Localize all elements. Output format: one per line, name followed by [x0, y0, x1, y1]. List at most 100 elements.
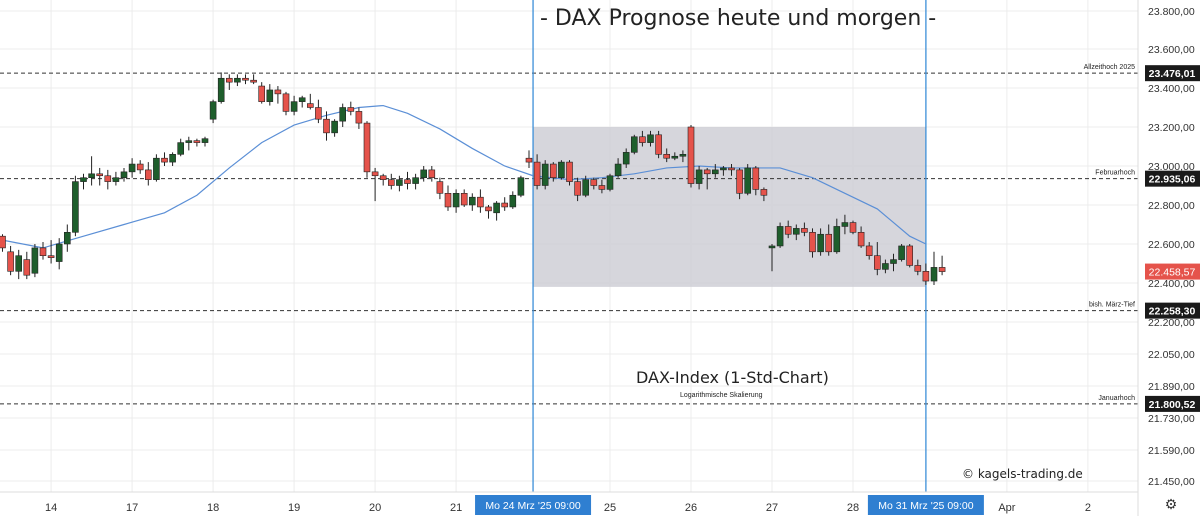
candle-body: [145, 169, 152, 180]
candle: [493, 201, 500, 221]
candle: [703, 167, 711, 190]
candle-body: [428, 169, 436, 178]
candle: [315, 99, 322, 124]
x-tick-label: 14: [45, 502, 57, 514]
x-tick-label: Apr: [998, 502, 1015, 514]
candle: [347, 101, 355, 116]
candle: [169, 152, 176, 166]
candle: [873, 242, 881, 276]
candle-body: [169, 154, 176, 163]
candle: [193, 138, 201, 147]
candle-body: [574, 181, 581, 196]
x-tick-label: 27: [766, 502, 778, 514]
candle-body: [849, 222, 857, 233]
x-tick-label: 21: [450, 502, 462, 514]
candle: [695, 166, 703, 190]
candle-body: [250, 79, 257, 83]
y-tick-label: 23.200,00: [1148, 122, 1195, 134]
candle-body: [695, 169, 703, 184]
x-tick-label: 20: [369, 502, 381, 514]
candle-body: [468, 196, 476, 206]
candle-body: [768, 245, 776, 249]
candle: [525, 150, 533, 168]
candle-body: [582, 179, 590, 196]
candle: [428, 166, 436, 182]
candle-body: [485, 206, 492, 212]
candle: [201, 136, 209, 147]
x-tick-label: 26: [685, 502, 697, 514]
candle-body: [177, 142, 184, 155]
candle: [671, 152, 679, 161]
y-tick-label: 22.200,00: [1148, 317, 1195, 329]
candle-body: [128, 163, 136, 173]
candle: [647, 130, 654, 147]
candle-body: [647, 134, 654, 143]
candle: [566, 160, 573, 186]
candle: [217, 72, 225, 104]
candle: [622, 148, 630, 168]
candle-body: [614, 163, 622, 177]
candle: [655, 130, 662, 159]
candle-body: [833, 226, 841, 253]
candle: [509, 191, 517, 209]
candle: [849, 220, 857, 235]
candle: [711, 164, 719, 178]
candle: [250, 74, 257, 85]
x-tick-label: 25: [604, 502, 616, 514]
candle-body: [404, 179, 411, 184]
candle: [387, 173, 395, 190]
candle-body: [792, 228, 800, 235]
candle: [47, 240, 55, 264]
candle: [379, 173, 387, 186]
candle: [112, 171, 120, 186]
level-name: Februarhoch: [1095, 170, 1135, 177]
candle-body: [639, 136, 646, 143]
level-price-label: 23.476,01: [1149, 68, 1196, 80]
candle: [282, 91, 290, 116]
horizontal-levels: Allzeithoch 2025 Februarhoch bish. März-Ti…: [0, 64, 1138, 405]
candle-body: [873, 255, 881, 270]
candle-body: [55, 243, 63, 262]
candle: [31, 244, 39, 278]
level-price-label: 22.258,30: [1149, 306, 1196, 318]
current-price-tag: [1145, 263, 1200, 280]
candle-body: [290, 101, 298, 112]
candle: [801, 222, 808, 237]
candle: [541, 160, 549, 190]
candle: [355, 107, 363, 129]
y-tick-label: 22.600,00: [1148, 239, 1195, 251]
candle: [136, 160, 144, 174]
candle: [306, 93, 314, 110]
candle: [234, 74, 241, 87]
candle-body: [882, 263, 889, 270]
candle: [242, 74, 249, 85]
x-tick-label: 28: [847, 502, 859, 514]
candle: [15, 249, 22, 280]
candle-body: [711, 169, 719, 175]
candle-body: [436, 181, 444, 194]
candle-body: [64, 232, 71, 245]
gear-icon[interactable]: ⚙: [1164, 496, 1178, 512]
candle-body: [622, 152, 630, 165]
candle-body: [784, 226, 792, 235]
candle: [258, 82, 266, 104]
candle-body: [47, 255, 55, 258]
ma-line: [2, 104, 927, 249]
candle-body: [509, 194, 517, 208]
candle-body: [501, 202, 509, 208]
candle-body: [104, 175, 112, 182]
candle-body: [663, 154, 671, 159]
candle: [0, 234, 6, 252]
candle: [477, 189, 484, 213]
candle-body: [566, 161, 573, 182]
candle-body: [525, 157, 533, 163]
candle: [890, 253, 897, 272]
watermark: © kagels-trading.de: [962, 467, 1083, 481]
candle-body: [201, 138, 209, 143]
y-axis-bg: [1138, 0, 1200, 516]
candle: [744, 164, 752, 196]
candle-body: [890, 259, 897, 264]
y-tick-label: 21.590,00: [1148, 445, 1195, 457]
candle-body: [598, 185, 606, 190]
candle-body: [541, 163, 549, 186]
